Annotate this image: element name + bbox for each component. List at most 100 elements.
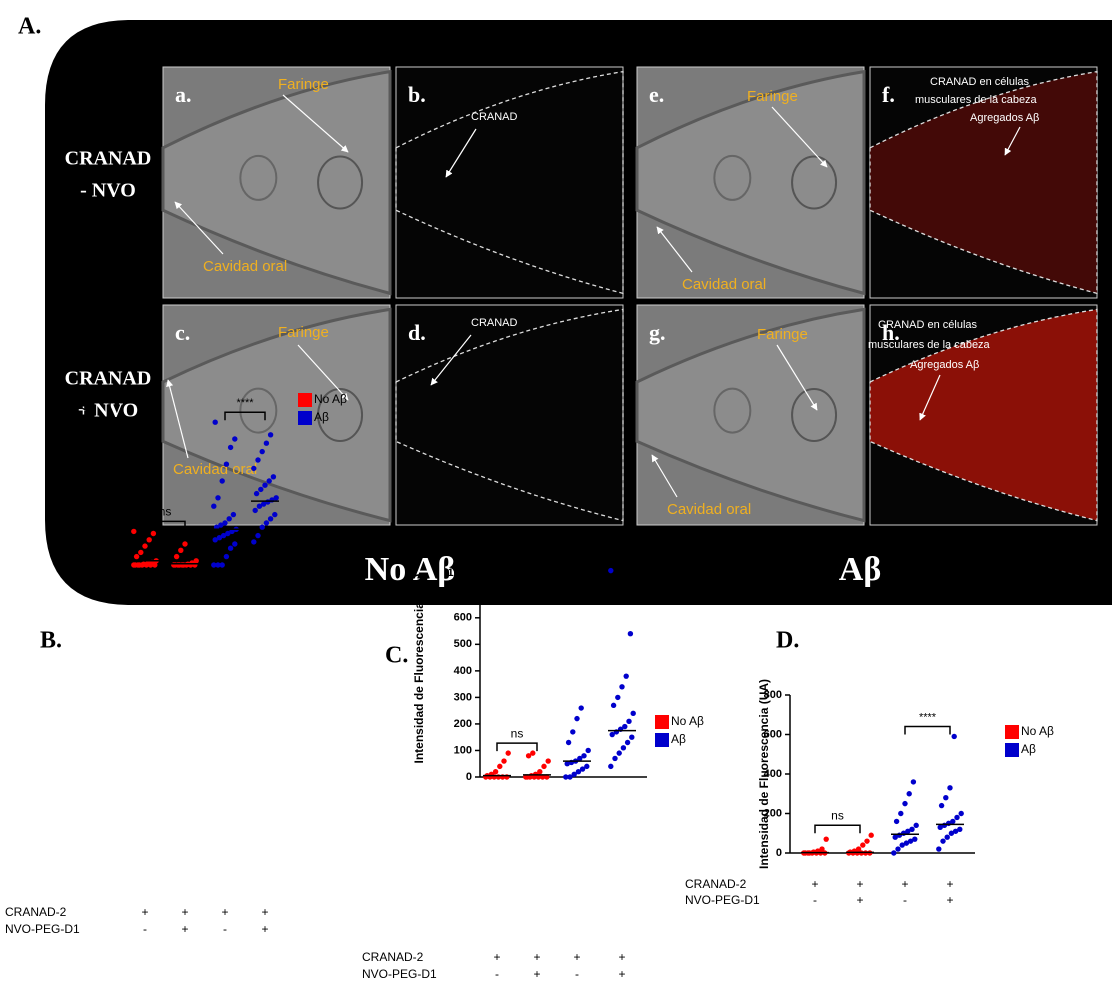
condition-sign: + bbox=[221, 905, 228, 919]
data-point bbox=[943, 795, 949, 801]
annotation: Faringe bbox=[278, 76, 329, 93]
data-point bbox=[492, 768, 499, 775]
data-point bbox=[892, 834, 898, 840]
legend-label: Aβ bbox=[671, 732, 686, 746]
y-tick-label: 400 bbox=[84, 391, 102, 403]
annotation: Cavidad oral bbox=[173, 461, 257, 478]
condition-row-label: CRANAD-2 bbox=[5, 905, 67, 919]
data-point bbox=[545, 758, 551, 764]
condition-sign: + bbox=[181, 922, 188, 936]
y-tick-label: 1000 bbox=[448, 567, 472, 579]
data-point bbox=[263, 520, 270, 526]
panel-letter: a. bbox=[175, 82, 192, 107]
annotation: CRANAD en células bbox=[878, 319, 978, 331]
arrow bbox=[656, 226, 693, 273]
data-point bbox=[136, 562, 143, 568]
worm-outline bbox=[869, 70, 1098, 295]
data-point bbox=[610, 702, 617, 709]
arrow bbox=[776, 344, 818, 411]
image-frame bbox=[395, 304, 624, 526]
data-point bbox=[563, 774, 569, 780]
arrow bbox=[651, 454, 678, 498]
data-point bbox=[581, 753, 587, 759]
data-point bbox=[270, 474, 277, 480]
panel-letter: b. bbox=[408, 82, 426, 107]
legend-swatch bbox=[655, 733, 669, 747]
data-point bbox=[173, 553, 180, 560]
y-tick-label: 200 bbox=[84, 475, 102, 487]
micrograph: d. CRANAD bbox=[395, 304, 624, 526]
data-point bbox=[226, 516, 232, 522]
condition-row-label: NVO-PEG-D1 bbox=[362, 967, 437, 981]
micrograph: h.CRANAD en células musculares de la cabe… bbox=[868, 304, 1098, 526]
data-point bbox=[899, 842, 905, 848]
y-axis-label: Intensidad de Fluorescencia (UA) bbox=[757, 679, 771, 869]
data-point bbox=[951, 733, 957, 740]
arrow bbox=[282, 94, 349, 153]
data-point bbox=[255, 532, 261, 539]
data-point bbox=[913, 822, 919, 829]
data-point bbox=[570, 729, 576, 735]
condition-sign: + bbox=[856, 893, 863, 907]
fluorescence bbox=[870, 309, 1097, 521]
data-point bbox=[267, 432, 274, 438]
data-point bbox=[575, 768, 582, 775]
data-point bbox=[937, 824, 943, 831]
y-tick-label: 300 bbox=[454, 691, 472, 703]
significance-label: ns bbox=[511, 726, 524, 740]
legend-swatch bbox=[298, 393, 312, 407]
condition-sign: + bbox=[901, 877, 908, 891]
y-tick-label: 500 bbox=[454, 638, 472, 650]
annotation: CRANAD bbox=[471, 111, 518, 123]
legend-label: No Aβ bbox=[671, 714, 704, 728]
data-point bbox=[958, 810, 964, 817]
data-point bbox=[612, 755, 618, 762]
data-point bbox=[138, 549, 144, 556]
data-point bbox=[952, 828, 959, 834]
legend-swatch bbox=[655, 715, 669, 729]
annotation: Cavidad oral bbox=[203, 258, 287, 275]
data-point bbox=[229, 528, 235, 535]
pharynx bbox=[317, 155, 364, 210]
data-point bbox=[255, 457, 261, 463]
condition-row-label: NVO-PEG-D1 bbox=[5, 922, 80, 936]
data-point bbox=[627, 631, 634, 637]
data-point bbox=[211, 503, 217, 509]
y-tick-label: 0 bbox=[466, 771, 472, 783]
panel-letter: h. bbox=[882, 320, 900, 345]
significance-bracket bbox=[904, 725, 951, 735]
annotation: musculares de la cabeza bbox=[868, 339, 991, 351]
panel-letter: e. bbox=[649, 82, 664, 107]
pharynx bbox=[239, 387, 278, 434]
data-point bbox=[891, 850, 897, 856]
worm-outline bbox=[869, 308, 1098, 522]
data-point bbox=[222, 520, 228, 526]
panel-letter: c. bbox=[175, 320, 190, 345]
condition-sign: - bbox=[903, 893, 907, 907]
data-point bbox=[608, 567, 614, 574]
micrograph: f. CRANAD en células musculares de la cabe… bbox=[869, 66, 1098, 299]
panel-label: D. bbox=[776, 628, 799, 654]
y-tick-label: 0 bbox=[96, 559, 102, 571]
data-point bbox=[579, 766, 586, 772]
data-point bbox=[525, 753, 532, 759]
data-point bbox=[907, 838, 914, 844]
data-point bbox=[232, 541, 238, 547]
data-point bbox=[608, 763, 614, 770]
data-point bbox=[609, 731, 615, 738]
micrograph: g. Faringe Cavidad oral bbox=[635, 304, 866, 526]
condition-sign: - bbox=[223, 922, 227, 936]
micrograph: c. Faringe Cavidad oral bbox=[161, 304, 392, 526]
data-point bbox=[537, 768, 543, 775]
data-point bbox=[940, 838, 946, 844]
data-point bbox=[950, 818, 956, 825]
data-point bbox=[266, 478, 272, 484]
data-point bbox=[957, 826, 963, 832]
condition-sign: + bbox=[181, 905, 188, 919]
data-point bbox=[578, 705, 584, 711]
data-point bbox=[272, 511, 278, 518]
data-point bbox=[146, 537, 152, 543]
column-label: Aβ bbox=[839, 551, 881, 588]
annotation: CRANAD en células bbox=[930, 76, 1030, 88]
y-tick-label: 600 bbox=[454, 612, 472, 624]
